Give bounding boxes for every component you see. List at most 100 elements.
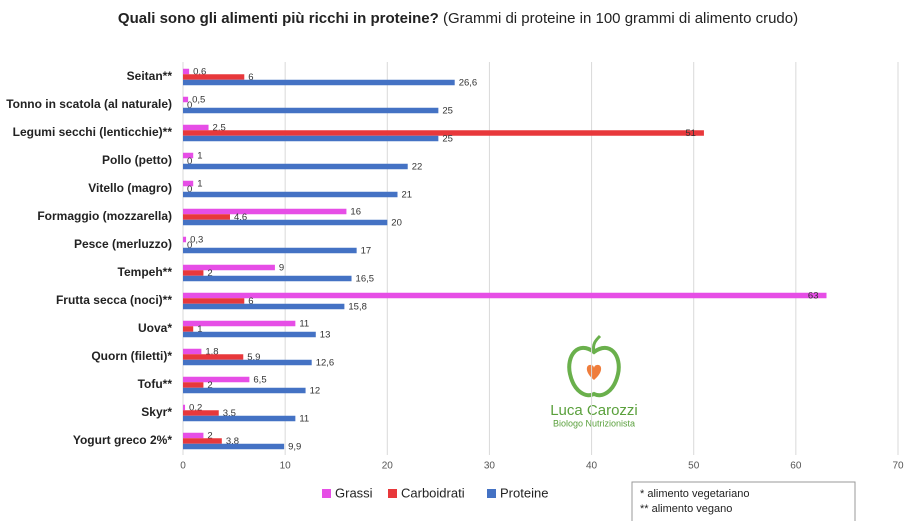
data-label: 11 bbox=[299, 414, 309, 425]
bar bbox=[183, 443, 285, 450]
bar bbox=[183, 348, 202, 355]
bar bbox=[183, 404, 186, 411]
data-label: 4,6 bbox=[234, 212, 247, 223]
data-label: 2 bbox=[207, 268, 212, 279]
x-tick-label: 40 bbox=[586, 461, 598, 472]
bar bbox=[183, 130, 704, 136]
data-label: 0,5 bbox=[192, 95, 205, 106]
y-tick-label: Frutta secca (noci)** bbox=[56, 293, 172, 307]
data-label: 63 bbox=[808, 291, 819, 302]
logo-role: Biologo Nutrizionista bbox=[553, 418, 635, 428]
data-label: 15,8 bbox=[348, 302, 367, 313]
data-label: 2,5 bbox=[213, 123, 226, 134]
y-tick-label: Quorn (filetti)* bbox=[91, 349, 172, 363]
data-label: 20 bbox=[391, 218, 402, 229]
y-tick-label: Pollo (petto) bbox=[102, 153, 172, 167]
y-tick-label: Tonno in scatola (al naturale) bbox=[6, 97, 172, 111]
logo: Luca Carozzi Biologo Nutrizionista bbox=[550, 334, 638, 428]
y-tick-label: Tofu** bbox=[138, 377, 173, 391]
data-label: 51 bbox=[685, 128, 696, 139]
bar bbox=[183, 79, 455, 86]
data-label: 11 bbox=[299, 319, 309, 330]
bar bbox=[183, 236, 187, 243]
bar bbox=[183, 275, 352, 282]
bar bbox=[183, 214, 230, 220]
data-label: 13 bbox=[320, 330, 331, 341]
bar bbox=[183, 107, 439, 114]
y-tick-label: Yogurt greco 2%* bbox=[73, 433, 172, 447]
legend-label: Grassi bbox=[335, 485, 373, 500]
bar bbox=[183, 191, 398, 198]
y-tick-label: Vitello (magro) bbox=[88, 181, 172, 195]
data-label: 17 bbox=[361, 246, 372, 257]
bar bbox=[183, 415, 296, 422]
bar bbox=[183, 264, 275, 271]
bar bbox=[183, 68, 190, 75]
y-tick-label: Uova* bbox=[138, 321, 172, 335]
y-tick-label: Formaggio (mozzarella) bbox=[37, 209, 172, 223]
bar bbox=[183, 326, 194, 332]
logo-name: Luca Carozzi bbox=[550, 402, 638, 419]
data-label: 0,2 bbox=[189, 403, 202, 414]
y-tick-label: Legumi secchi (lenticchie)** bbox=[13, 125, 173, 139]
x-tick-label: 20 bbox=[382, 461, 394, 472]
data-label: 9 bbox=[279, 263, 284, 274]
legend-swatch bbox=[487, 489, 496, 498]
note: ** alimento vegano bbox=[640, 503, 732, 515]
notes-box bbox=[631, 481, 856, 521]
data-label: 2 bbox=[207, 431, 212, 442]
data-label: 0 bbox=[187, 100, 192, 111]
x-tick-label: 70 bbox=[892, 461, 904, 472]
legend-label: Carboidrati bbox=[401, 485, 465, 500]
logo-apple bbox=[567, 345, 621, 398]
legend-label: Proteine bbox=[500, 485, 548, 500]
bar bbox=[183, 376, 250, 383]
bar bbox=[183, 359, 312, 366]
bar bbox=[183, 298, 245, 304]
bar bbox=[183, 438, 222, 444]
bar bbox=[183, 270, 204, 276]
data-label: 26,6 bbox=[459, 78, 478, 89]
bar bbox=[183, 152, 194, 159]
bar bbox=[183, 432, 204, 439]
bar bbox=[183, 410, 219, 416]
data-label: 5,9 bbox=[247, 352, 260, 363]
logo-heart bbox=[586, 364, 602, 380]
bar bbox=[183, 135, 439, 142]
data-label: 0 bbox=[187, 184, 192, 195]
chart-title: Quali sono gli alimenti più ricchi in pr… bbox=[118, 10, 439, 27]
bar bbox=[183, 331, 316, 338]
data-label: 6 bbox=[248, 296, 253, 307]
bar bbox=[183, 382, 204, 388]
bar bbox=[183, 74, 245, 80]
note: * alimento vegetariano bbox=[640, 488, 749, 500]
logo-stem bbox=[592, 334, 602, 353]
bar bbox=[183, 163, 408, 170]
y-tick-label: Skyr* bbox=[141, 405, 172, 419]
bar bbox=[183, 96, 189, 103]
chart-heading: Quali sono gli alimenti più ricchi in pr… bbox=[118, 10, 798, 27]
legend-swatch bbox=[388, 489, 397, 498]
bar bbox=[183, 124, 209, 131]
data-label: 12 bbox=[310, 386, 321, 397]
data-label: 1 bbox=[197, 324, 202, 335]
data-label: 0,6 bbox=[193, 67, 206, 78]
x-tick-label: 30 bbox=[484, 461, 496, 472]
data-label: 16 bbox=[350, 207, 361, 218]
bar bbox=[183, 292, 827, 299]
data-label: 0 bbox=[187, 156, 192, 167]
data-label: 6 bbox=[248, 72, 253, 83]
data-label: 1,8 bbox=[205, 347, 218, 358]
x-tick-label: 60 bbox=[790, 461, 802, 472]
bar bbox=[183, 180, 194, 187]
y-tick-label: Tempeh** bbox=[118, 265, 173, 279]
data-label: 12,6 bbox=[316, 358, 335, 369]
bar bbox=[183, 354, 244, 360]
data-label: 21 bbox=[402, 190, 413, 201]
y-tick-label: Seitan** bbox=[127, 69, 173, 83]
x-tick-label: 50 bbox=[688, 461, 700, 472]
data-label: 6,5 bbox=[253, 375, 266, 386]
data-label: 0,3 bbox=[190, 235, 203, 246]
data-label: 3,8 bbox=[226, 436, 239, 447]
data-label: 0 bbox=[187, 240, 192, 251]
